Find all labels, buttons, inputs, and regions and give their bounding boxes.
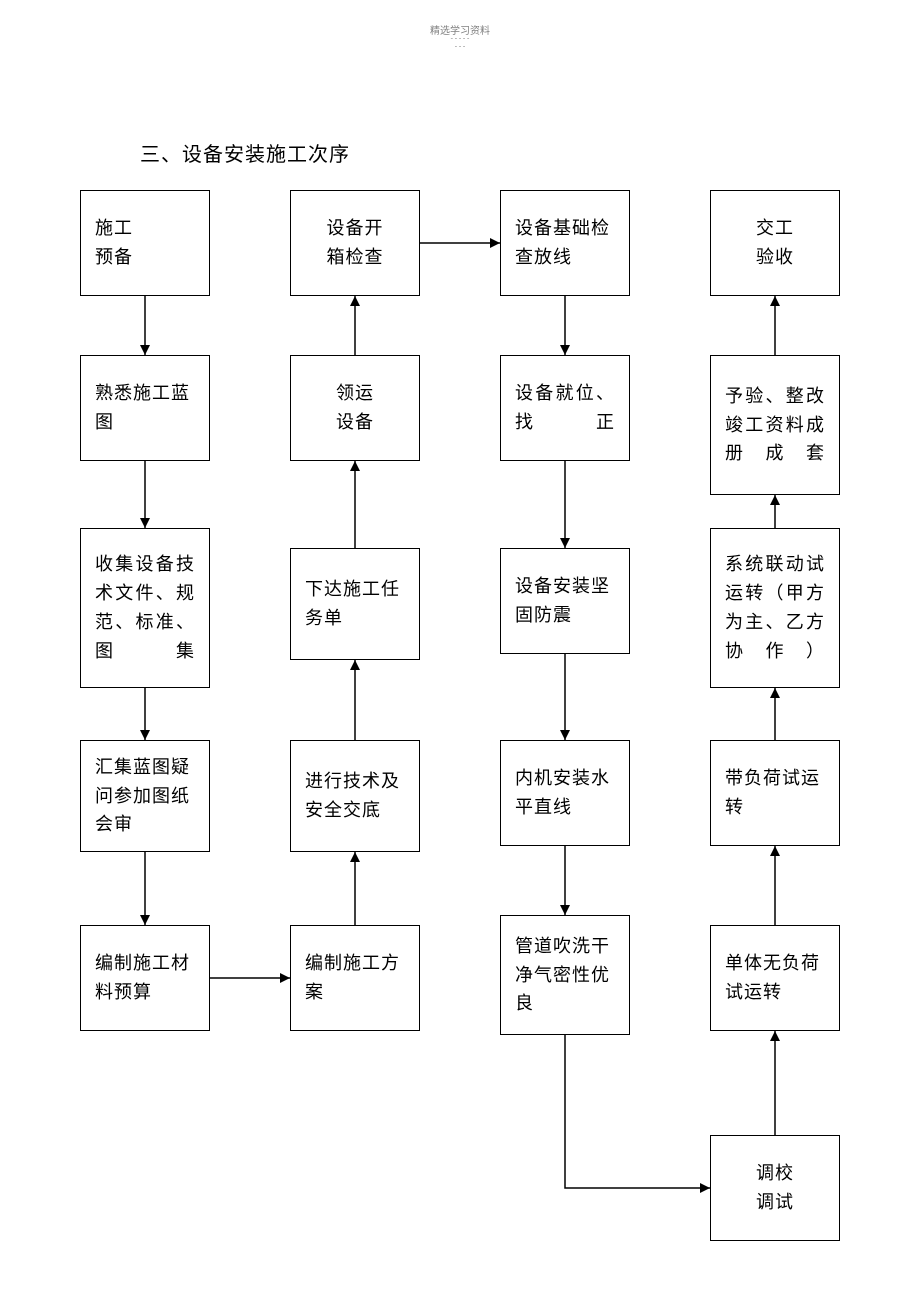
flow-node-c3r2: 系统联动试运转（甲方为主、乙方协作） — [710, 528, 840, 688]
flow-node-c2r3: 内机安装水平直线 — [500, 740, 630, 846]
flow-node-label: 交工验收 — [725, 214, 825, 272]
flow-node-c3r1: 予验、整改竣工资料成册成套 — [710, 355, 840, 495]
flow-node-c2r4: 管道吹洗干净气密性优良 — [500, 915, 630, 1035]
flow-node-label: 领运设备 — [305, 379, 405, 437]
flow-node-c3r4: 单体无负荷试运转 — [710, 925, 840, 1031]
flow-node-label: 设备安装坚固防震 — [515, 572, 615, 630]
flow-node-label: 编制施工方案 — [305, 949, 405, 1007]
flow-node-label: 设备就位、找正 — [515, 379, 615, 437]
flow-node-label: 熟悉施工蓝图 — [95, 379, 195, 437]
flow-node-label: 编制施工材料预算 — [95, 949, 195, 1007]
flow-node-label: 单体无负荷试运转 — [725, 949, 825, 1007]
flow-node-c3r0: 交工验收 — [710, 190, 840, 296]
flow-node-label: 收集设备技术文件、规范、标准、图集 — [95, 550, 195, 665]
flow-node-c0r1: 熟悉施工蓝图 — [80, 355, 210, 461]
flow-node-label: 管道吹洗干净气密性优良 — [515, 932, 615, 1018]
flow-node-label: 下达施工任务单 — [305, 575, 405, 633]
flow-node-label: 设备基础检查放线 — [515, 214, 615, 272]
flow-node-label: 内机安装水平直线 — [515, 764, 615, 822]
flow-node-label: 调校调试 — [725, 1159, 825, 1217]
flow-node-c3r5: 调校调试 — [710, 1135, 840, 1241]
flow-node-c0r0: 施工预备 — [80, 190, 210, 296]
flow-node-c0r4: 编制施工材料预算 — [80, 925, 210, 1031]
header-line-2: - - - - - — [451, 34, 470, 42]
flow-node-c0r2: 收集设备技术文件、规范、标准、图集 — [80, 528, 210, 688]
flow-node-c0r3: 汇集蓝图疑问参加图纸会审 — [80, 740, 210, 852]
flow-node-c1r2: 下达施工任务单 — [290, 548, 420, 660]
flow-node-label: 系统联动试运转（甲方为主、乙方协作） — [725, 550, 825, 665]
flow-node-label: 予验、整改竣工资料成册成套 — [725, 382, 825, 468]
header-line-3: - - - — [455, 42, 466, 50]
flow-node-label: 设备开箱检查 — [305, 214, 405, 272]
flow-node-c2r0: 设备基础检查放线 — [500, 190, 630, 296]
flow-node-label: 汇集蓝图疑问参加图纸会审 — [95, 753, 195, 839]
flow-node-c2r2: 设备安装坚固防震 — [500, 548, 630, 654]
section-title: 三、设备安装施工次序 — [140, 138, 350, 167]
flow-node-c3r3: 带负荷试运转 — [710, 740, 840, 846]
flow-node-c1r1: 领运设备 — [290, 355, 420, 461]
flow-node-label: 带负荷试运转 — [725, 764, 825, 822]
page: 精选学习资料 - - - - - - - - 三、设备安装施工次序 施工预备熟悉… — [0, 0, 920, 1303]
flow-node-c2r1: 设备就位、找正 — [500, 355, 630, 461]
flow-node-label: 施工预备 — [95, 214, 195, 272]
flow-node-label: 进行技术及安全交底 — [305, 767, 405, 825]
flow-node-c1r3: 进行技术及安全交底 — [290, 740, 420, 852]
flow-node-c1r0: 设备开箱检查 — [290, 190, 420, 296]
flow-node-c1r4: 编制施工方案 — [290, 925, 420, 1031]
